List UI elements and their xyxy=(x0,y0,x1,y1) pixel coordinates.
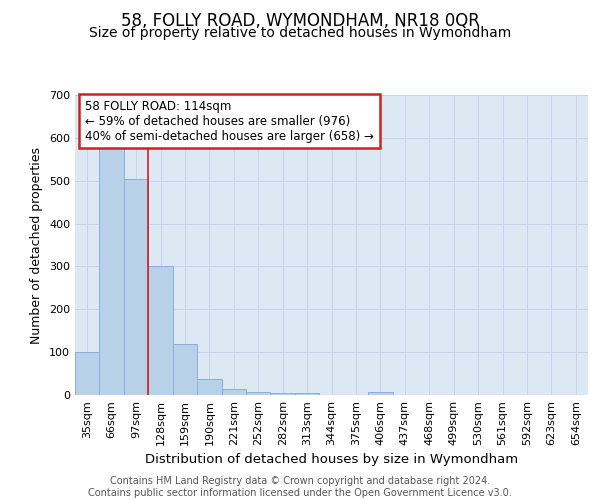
X-axis label: Distribution of detached houses by size in Wymondham: Distribution of detached houses by size … xyxy=(145,454,518,466)
Bar xyxy=(148,266,173,395)
Bar xyxy=(295,393,319,395)
Text: 58, FOLLY ROAD, WYMONDHAM, NR18 0QR: 58, FOLLY ROAD, WYMONDHAM, NR18 0QR xyxy=(121,12,479,30)
Bar xyxy=(368,392,392,395)
Bar xyxy=(100,148,124,395)
Bar xyxy=(173,344,197,395)
Text: Contains HM Land Registry data © Crown copyright and database right 2024.
Contai: Contains HM Land Registry data © Crown c… xyxy=(88,476,512,498)
Bar xyxy=(246,392,271,395)
Y-axis label: Number of detached properties: Number of detached properties xyxy=(31,146,43,344)
Text: Size of property relative to detached houses in Wymondham: Size of property relative to detached ho… xyxy=(89,26,511,40)
Bar xyxy=(271,393,295,395)
Bar xyxy=(197,378,221,395)
Text: 58 FOLLY ROAD: 114sqm
← 59% of detached houses are smaller (976)
40% of semi-det: 58 FOLLY ROAD: 114sqm ← 59% of detached … xyxy=(85,100,374,142)
Bar xyxy=(75,352,100,395)
Bar xyxy=(221,388,246,395)
Bar xyxy=(124,178,148,395)
